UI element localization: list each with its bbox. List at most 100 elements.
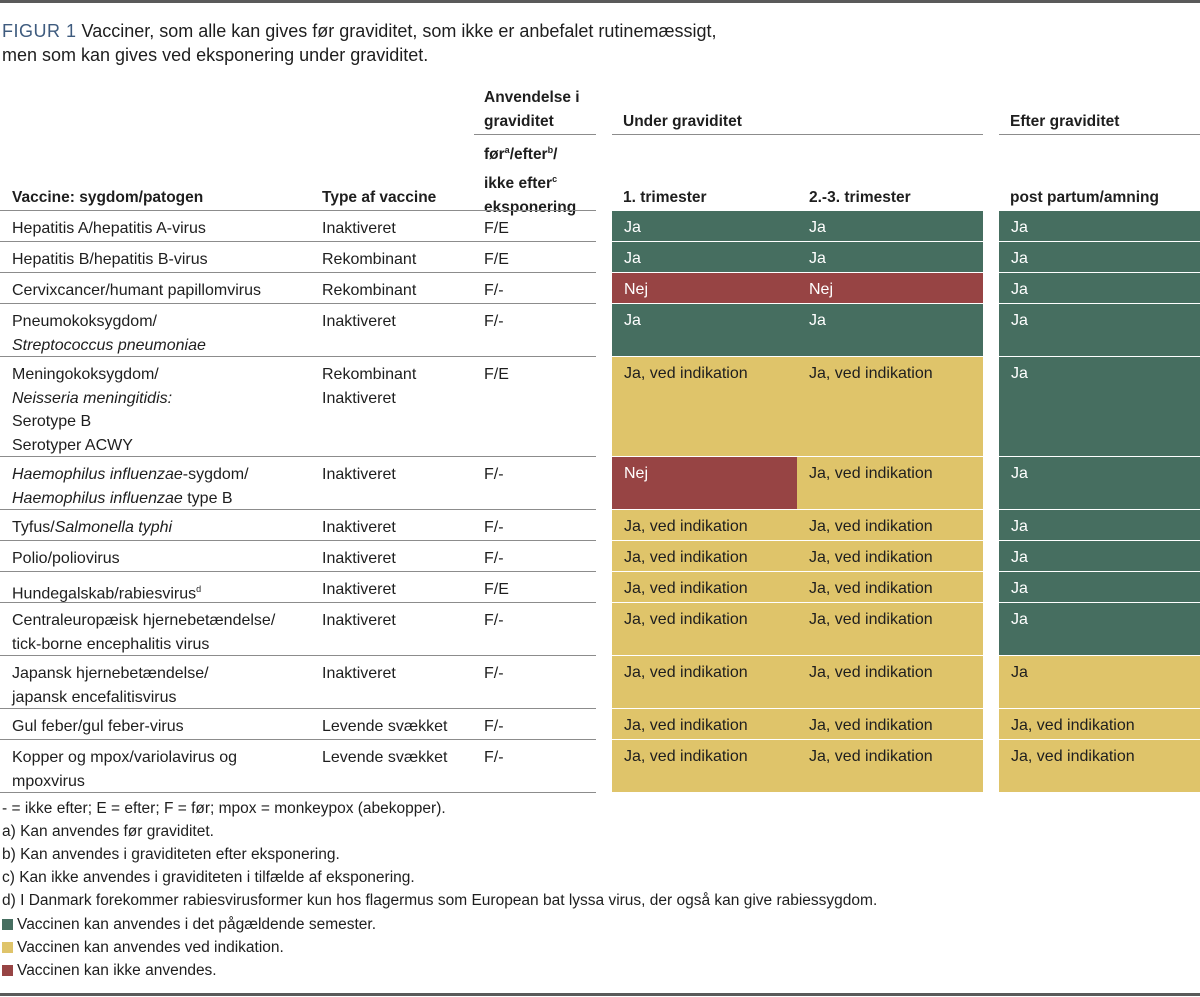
cell-vaccine: Kopper og mpox/variolavirus og mpoxvirus xyxy=(12,749,238,790)
row-divider xyxy=(0,241,596,242)
cell-type: Levende svækket xyxy=(322,718,448,735)
cell-postpartum: Ja, ved indikation xyxy=(999,709,1200,739)
caption-line-2: men som kan gives ved eksponering under … xyxy=(2,45,429,65)
cell-type: Inaktiveret xyxy=(322,665,396,682)
cell-trimester-2-3: Ja xyxy=(797,242,983,272)
cell-trimester-2-3: Ja, ved indikation xyxy=(797,656,983,708)
cell-vaccine: Gul feber/gul feber-virus xyxy=(12,718,184,735)
row-divider xyxy=(0,356,596,357)
row-divider xyxy=(0,655,596,656)
cell-postpartum: Ja xyxy=(999,242,1200,272)
legend-swatch-red xyxy=(2,965,13,976)
cell-trimester-1: Ja xyxy=(612,242,797,272)
cell-postpartum: Ja xyxy=(999,273,1200,303)
cell-trimester-2-3: Ja xyxy=(797,211,983,241)
cell-postpartum: Ja xyxy=(999,572,1200,602)
row-divider xyxy=(0,509,596,510)
footnote-d: d) I Danmark forekommer rabiesvirusforme… xyxy=(2,892,878,909)
row-divider xyxy=(0,272,596,273)
cell-vaccine: Meningokoksygdom/ Neisseria meningitidis… xyxy=(12,366,173,454)
legend-swatch-yellow xyxy=(2,942,13,953)
cell-trimester-1: Ja, ved indikation xyxy=(612,740,797,792)
cell-postpartum: Ja xyxy=(999,357,1200,456)
table-bottom-rule xyxy=(0,792,596,793)
cell-postpartum: Ja xyxy=(999,541,1200,571)
cell-trimester-1: Nej xyxy=(612,457,797,509)
row-divider xyxy=(0,540,596,541)
cell-trimester-1: Ja xyxy=(612,211,797,241)
cell-trimester-1: Ja, ved indikation xyxy=(612,603,797,655)
cell-type: Rekombinant xyxy=(322,282,417,299)
cell-use: F/- xyxy=(484,313,504,330)
cell-type: Inaktiveret xyxy=(322,519,396,536)
header-rule-anvendelse xyxy=(474,134,596,135)
cell-vaccine: Centraleuropæisk hjernebetændelse/ tick-… xyxy=(12,612,276,653)
header-foer-efter: føra/efterb/ ikke efterc eksponering xyxy=(484,145,577,217)
cell-type: Inaktiveret xyxy=(322,220,396,237)
footnote-abbreviations: - = ikke efter; E = efter; F = før; mpox… xyxy=(2,800,446,817)
footnote-a: a) Kan anvendes før graviditet. xyxy=(2,823,214,840)
cell-type: Inaktiveret xyxy=(322,581,396,598)
header-rule-under xyxy=(612,134,983,135)
row-divider xyxy=(0,708,596,709)
figure-caption: FIGUR 1 Vacciner, som alle kan gives før… xyxy=(2,19,1182,67)
cell-use: F/- xyxy=(484,718,504,735)
cell-trimester-2-3: Ja, ved indikation xyxy=(797,541,983,571)
footnote-c: c) Kan ikke anvendes i graviditeten i ti… xyxy=(2,869,415,886)
figure-label: FIGUR 1 xyxy=(2,21,77,41)
cell-postpartum: Ja xyxy=(999,304,1200,356)
header-type: Type af vaccine xyxy=(322,189,437,206)
cell-vaccine: Japansk hjernebetændelse/ japansk encefa… xyxy=(12,665,209,706)
cell-trimester-1: Ja, ved indikation xyxy=(612,541,797,571)
cell-use: F/- xyxy=(484,612,504,629)
cell-vaccine: Polio/poliovirus xyxy=(12,550,120,567)
cell-use: F/- xyxy=(484,282,504,299)
cell-trimester-1: Ja, ved indikation xyxy=(612,709,797,739)
cell-trimester-2-3: Ja, ved indikation xyxy=(797,357,983,456)
cell-type: Inaktiveret xyxy=(322,550,396,567)
cell-trimester-2-3: Ja, ved indikation xyxy=(797,740,983,792)
cell-use: F/E xyxy=(484,251,509,268)
header-rule-efter xyxy=(999,134,1200,135)
cell-use: F/E xyxy=(484,366,509,383)
cell-trimester-2-3: Ja xyxy=(797,304,983,356)
cell-use: F/- xyxy=(484,550,504,567)
cell-trimester-2-3: Ja, ved indikation xyxy=(797,510,983,540)
cell-trimester-1: Ja, ved indikation xyxy=(612,656,797,708)
cell-vaccine: Hepatitis A/hepatitis A-virus xyxy=(12,220,206,237)
top-rule xyxy=(0,0,1200,3)
footnote-b: b) Kan anvendes i graviditeten efter eks… xyxy=(2,846,340,863)
cell-postpartum: Ja xyxy=(999,603,1200,655)
cell-trimester-1: Ja, ved indikation xyxy=(612,510,797,540)
cell-postpartum: Ja xyxy=(999,457,1200,509)
row-divider xyxy=(0,303,596,304)
cell-trimester-2-3: Ja, ved indikation xyxy=(797,572,983,602)
header-postpartum: post partum/amning xyxy=(1010,189,1159,206)
cell-type: Inaktiveret xyxy=(322,612,396,629)
bottom-rule xyxy=(0,993,1200,996)
cell-vaccine: Cervixcancer/humant papillomvirus xyxy=(12,282,261,299)
cell-vaccine: Pneumokoksygdom/ Streptococcus pneumonia… xyxy=(12,313,206,354)
cell-vaccine: Hundegalskab/rabiesvirusd xyxy=(12,584,202,603)
cell-trimester-1: Ja, ved indikation xyxy=(612,357,797,456)
cell-postpartum: Ja, ved indikation xyxy=(999,740,1200,792)
cell-postpartum: Ja xyxy=(999,656,1200,708)
cell-type: Rekombinant xyxy=(322,251,417,268)
cell-trimester-2-3: Nej xyxy=(797,273,983,303)
legend-green: Vaccinen kan anvendes i det pågældende s… xyxy=(2,913,376,936)
cell-postpartum: Ja xyxy=(999,510,1200,540)
row-divider xyxy=(0,739,596,740)
cell-vaccine: Haemophilus influenzae-sygdom/ Haemophil… xyxy=(12,466,249,507)
cell-type: Inaktiveret xyxy=(322,313,396,330)
cell-use: F/- xyxy=(484,749,504,766)
caption-line-1: Vacciner, som alle kan gives før gravidi… xyxy=(81,21,717,41)
cell-type: Rekombinant Inaktiveret xyxy=(322,366,417,407)
cell-type: Inaktiveret xyxy=(322,466,396,483)
cell-postpartum: Ja xyxy=(999,211,1200,241)
cell-trimester-2-3: Ja, ved indikation xyxy=(797,457,983,509)
cell-vaccine: Tyfus/Salmonella typhi xyxy=(12,519,173,536)
legend-swatch-green xyxy=(2,919,13,930)
header-vaccine: Vaccine: sygdom/patogen xyxy=(12,189,204,206)
cell-trimester-1: Ja, ved indikation xyxy=(612,572,797,602)
header-under-graviditet: Under graviditet xyxy=(623,113,742,130)
